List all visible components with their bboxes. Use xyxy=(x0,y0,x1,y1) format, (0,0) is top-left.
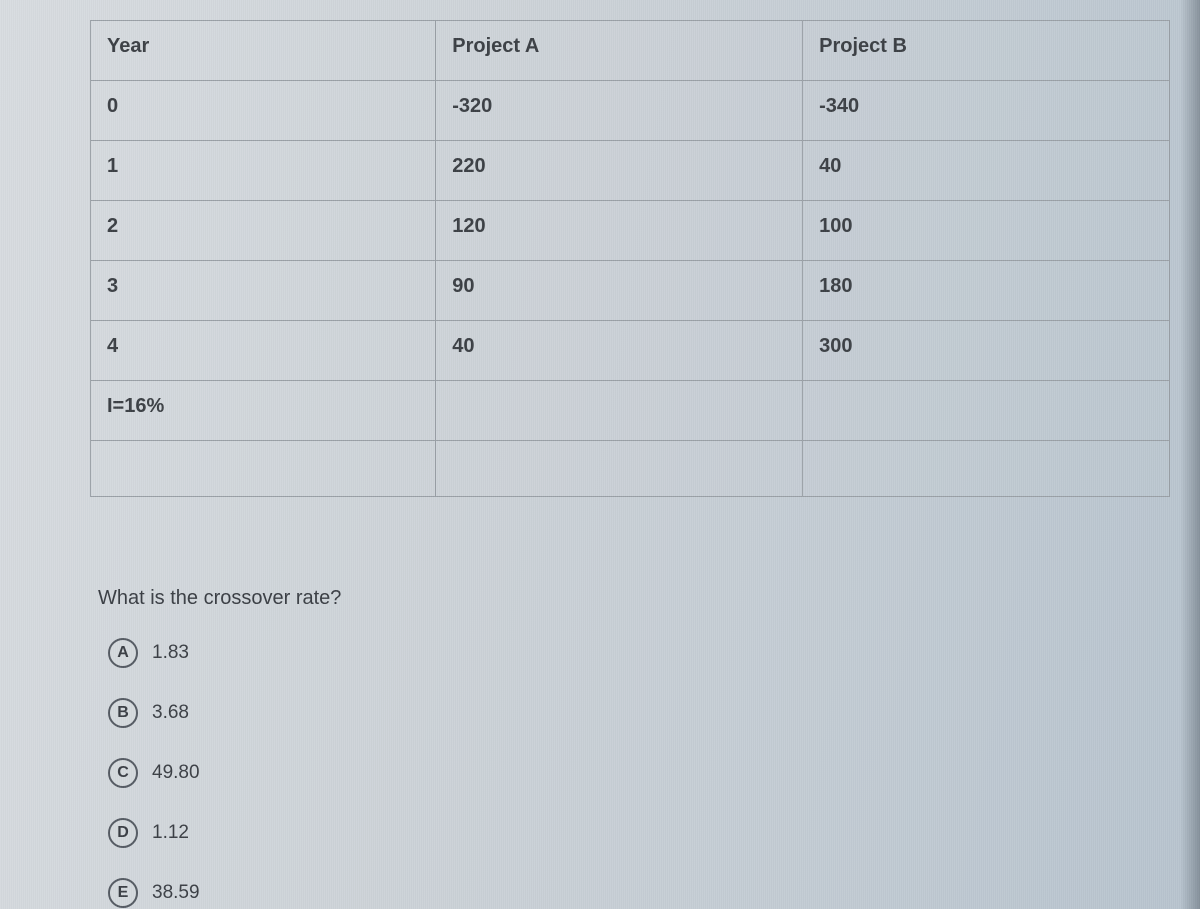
cashflow-table: Year Project A Project B 0 -320 -340 1 2… xyxy=(90,20,1170,497)
cell-proj-b xyxy=(803,381,1170,441)
table-row xyxy=(91,441,1170,497)
cell-proj-a: 90 xyxy=(436,261,803,321)
cell-proj-a: -320 xyxy=(436,81,803,141)
option-letter-bubble: A xyxy=(108,638,138,668)
cell-proj-a xyxy=(436,381,803,441)
cell-year: 1 xyxy=(91,141,436,201)
cell-proj-a: 220 xyxy=(436,141,803,201)
cell-proj-b: 100 xyxy=(803,201,1170,261)
cell-proj-b: -340 xyxy=(803,81,1170,141)
table-header-row: Year Project A Project B xyxy=(91,21,1170,81)
option-label: 3.68 xyxy=(152,702,189,724)
cell-year: 0 xyxy=(91,81,436,141)
option-d[interactable]: D 1.12 xyxy=(108,818,1170,848)
cell-proj-b: 40 xyxy=(803,141,1170,201)
cell-year: I=16% xyxy=(91,381,436,441)
option-letter-bubble: B xyxy=(108,698,138,728)
option-c[interactable]: C 49.80 xyxy=(108,758,1170,788)
question-page: Year Project A Project B 0 -320 -340 1 2… xyxy=(0,0,1200,909)
cell-year: 2 xyxy=(91,201,436,261)
table-row: 2 120 100 xyxy=(91,201,1170,261)
cell-year: 4 xyxy=(91,321,436,381)
cell-proj-b xyxy=(803,441,1170,497)
cell-year xyxy=(91,441,436,497)
table-row: I=16% xyxy=(91,381,1170,441)
col-header-project-b: Project B xyxy=(803,21,1170,81)
cell-proj-a: 40 xyxy=(436,321,803,381)
option-label: 1.12 xyxy=(152,822,189,844)
option-b[interactable]: B 3.68 xyxy=(108,698,1170,728)
edge-vignette xyxy=(1180,0,1200,909)
option-letter-bubble: C xyxy=(108,758,138,788)
table-row: 4 40 300 xyxy=(91,321,1170,381)
cell-proj-a xyxy=(436,441,803,497)
option-a[interactable]: A 1.83 xyxy=(108,638,1170,668)
table-row: 0 -320 -340 xyxy=(91,81,1170,141)
question-text: What is the crossover rate? xyxy=(98,587,1170,610)
cell-year: 3 xyxy=(91,261,436,321)
cell-proj-b: 180 xyxy=(803,261,1170,321)
option-label: 38.59 xyxy=(152,882,200,904)
option-letter-bubble: E xyxy=(108,878,138,908)
table-row: 1 220 40 xyxy=(91,141,1170,201)
col-header-year: Year xyxy=(91,21,436,81)
cell-proj-a: 120 xyxy=(436,201,803,261)
option-label: 49.80 xyxy=(152,762,200,784)
cell-proj-b: 300 xyxy=(803,321,1170,381)
table-row: 3 90 180 xyxy=(91,261,1170,321)
option-e[interactable]: E 38.59 xyxy=(108,878,1170,908)
col-header-project-a: Project A xyxy=(436,21,803,81)
answer-options: A 1.83 B 3.68 C 49.80 D 1.12 E 38.59 xyxy=(108,638,1170,908)
option-letter-bubble: D xyxy=(108,818,138,848)
option-label: 1.83 xyxy=(152,642,189,664)
